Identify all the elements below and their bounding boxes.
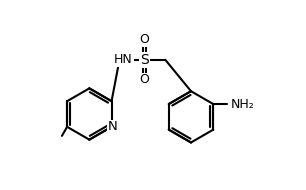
Text: O: O: [140, 73, 149, 86]
Text: HN: HN: [114, 53, 133, 66]
Text: O: O: [140, 33, 149, 46]
Text: NH₂: NH₂: [230, 97, 254, 111]
Text: S: S: [140, 53, 149, 67]
Text: N: N: [108, 120, 118, 133]
